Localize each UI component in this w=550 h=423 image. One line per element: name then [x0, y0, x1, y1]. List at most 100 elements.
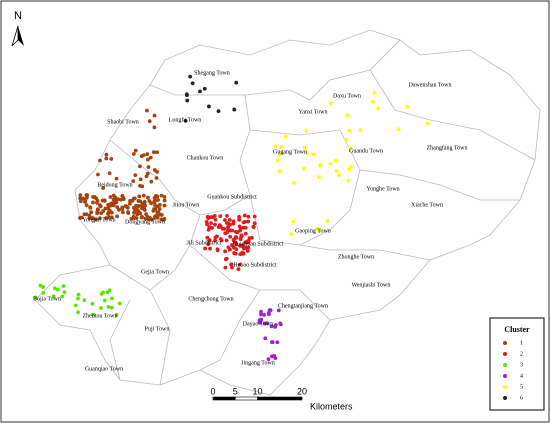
cluster-point: [289, 232, 294, 237]
cluster-point: [146, 165, 151, 169]
cluster-point: [269, 324, 274, 329]
town-label: Wenjiashi Town: [352, 282, 391, 288]
cluster-point: [344, 138, 349, 142]
cluster-point: [230, 243, 234, 247]
cluster-point: [252, 221, 257, 226]
scale-segment: [234, 396, 258, 401]
cluster-point: [237, 214, 241, 219]
cluster-point: [425, 121, 430, 126]
cluster-point: [131, 179, 136, 183]
cluster-point: [91, 312, 96, 317]
cluster-point: [230, 265, 234, 270]
cluster-point: [133, 148, 138, 153]
cluster-point: [234, 235, 239, 240]
town-label: Gugang Town: [273, 149, 307, 155]
cluster-point: [104, 216, 109, 220]
cluster-point: [213, 222, 217, 227]
cluster-point: [137, 164, 142, 169]
cluster-point: [136, 203, 141, 208]
cluster-point: [109, 157, 114, 161]
cluster-point: [157, 203, 162, 207]
cluster-point: [273, 144, 278, 149]
cluster-point: [227, 217, 232, 222]
cluster-point: [99, 306, 103, 310]
cluster-point: [61, 284, 66, 288]
cluster-point: [222, 226, 227, 231]
cluster-point: [135, 212, 140, 217]
cluster-point: [292, 180, 297, 185]
cluster-point: [137, 194, 142, 199]
cluster-point: [109, 296, 114, 301]
legend-label: 3: [520, 362, 523, 368]
cluster-point: [302, 145, 307, 150]
cluster-point: [78, 199, 83, 204]
cluster-point: [51, 294, 56, 299]
cluster-point: [277, 152, 282, 157]
cluster-point: [242, 246, 246, 251]
cluster-point: [259, 309, 263, 314]
cluster-point: [207, 104, 211, 109]
cluster-point: [109, 305, 114, 310]
cluster-point: [121, 210, 125, 215]
cluster-point: [188, 74, 193, 79]
cluster-point: [318, 162, 323, 167]
cluster-point: [98, 158, 102, 163]
town-label: Guandu Town: [349, 148, 383, 154]
legend-marker: [503, 374, 507, 378]
cluster-point: [304, 151, 309, 155]
legend-marker: [503, 385, 507, 389]
legend-label: 1: [520, 340, 523, 346]
legend-marker: [503, 352, 507, 356]
cluster-point: [206, 227, 211, 232]
cluster-point: [82, 298, 87, 303]
cluster-point: [273, 356, 278, 360]
cluster-point: [346, 178, 351, 183]
cluster-point: [276, 308, 281, 313]
cluster-point: [234, 247, 239, 252]
cluster-point: [205, 235, 210, 240]
cluster-point: [145, 152, 150, 157]
cluster-point: [316, 175, 321, 180]
cluster-point: [371, 99, 375, 104]
cluster-point: [291, 219, 296, 224]
cluster-point: [62, 290, 67, 295]
town-label: Hebao Subdistrict: [233, 262, 276, 268]
cluster-point: [156, 198, 160, 202]
cluster-point: [84, 203, 89, 208]
cluster-point: [396, 127, 401, 132]
cluster-point: [95, 208, 100, 212]
cluster-point: [113, 200, 118, 205]
cluster-point: [101, 290, 105, 295]
cluster-point: [243, 231, 248, 236]
cluster-point: [159, 193, 164, 198]
cluster-point: [213, 238, 217, 243]
cluster-point: [349, 164, 354, 169]
cluster-point: [245, 249, 250, 253]
cluster-point: [102, 298, 107, 303]
cluster-point: [162, 194, 167, 199]
cluster-point: [266, 357, 271, 362]
cluster-point: [152, 168, 157, 172]
cluster-point: [85, 193, 90, 198]
cluster-point: [123, 204, 128, 208]
cluster-point: [139, 154, 144, 159]
cluster-point: [337, 173, 342, 178]
cluster-point: [132, 196, 137, 201]
cluster-point: [76, 292, 81, 297]
cluster-point: [328, 101, 333, 106]
cluster-point: [183, 118, 188, 123]
scale-segment: [257, 396, 303, 401]
cluster-point: [198, 89, 202, 94]
cluster-point: [246, 239, 251, 244]
cluster-point: [132, 210, 136, 215]
cluster-point: [273, 323, 278, 327]
cluster-point: [157, 207, 162, 211]
cluster-point: [209, 221, 213, 226]
cluster-point: [208, 246, 212, 251]
cluster-point: [89, 210, 94, 215]
cluster-point: [101, 186, 106, 190]
cluster-point: [151, 150, 156, 155]
scale-unit: Kilometers: [310, 401, 353, 411]
town-label: Jili Subdistrict: [187, 240, 222, 246]
cluster-point: [246, 219, 251, 224]
